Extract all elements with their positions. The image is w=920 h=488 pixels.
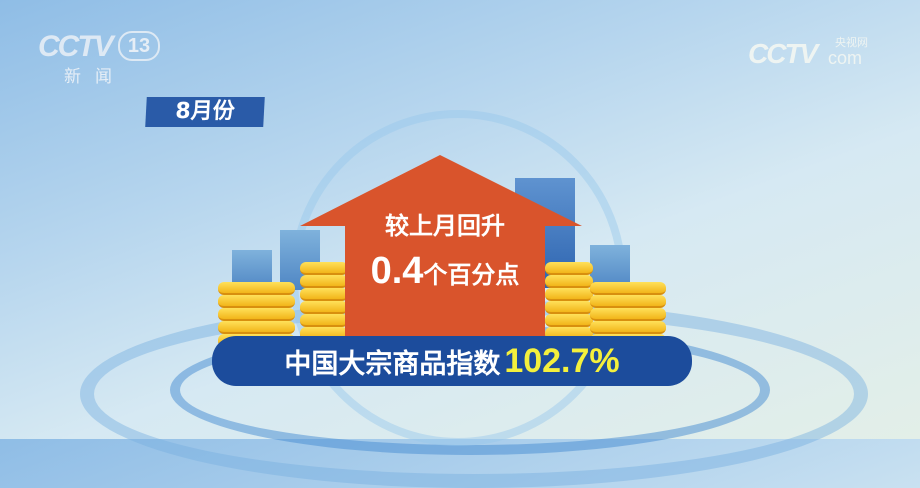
- cctv-com-watermark: CCTV: [748, 38, 818, 69]
- coin: [218, 282, 295, 295]
- coin: [590, 321, 666, 334]
- change-value: 0.4: [370, 250, 424, 292]
- channel-number: 13: [118, 31, 160, 61]
- change-unit: 个百分点: [423, 261, 520, 289]
- arrow-change: 0.4个百分点: [335, 250, 555, 293]
- cctv-logo: CCTV: [38, 30, 114, 63]
- coin: [300, 262, 348, 275]
- index-value: 102.7%: [504, 341, 620, 380]
- coin: [300, 314, 348, 327]
- coin: [545, 275, 593, 288]
- coin: [545, 262, 593, 275]
- up-arrow-icon: [300, 155, 582, 336]
- coin: [545, 288, 593, 301]
- coin: [218, 295, 295, 308]
- coin: [545, 301, 593, 314]
- watermark-cn: 央视网: [835, 36, 868, 49]
- coin: [218, 321, 295, 334]
- coin: [218, 308, 295, 321]
- coin: [545, 314, 593, 327]
- index-label: 中国大宗商品指数: [284, 348, 501, 380]
- coin: [590, 295, 666, 308]
- channel-subtitle: 新闻: [64, 67, 126, 87]
- coin: [300, 288, 348, 301]
- coin: [590, 282, 666, 295]
- watermark-domain: com: [828, 48, 863, 68]
- coin: [590, 308, 666, 321]
- index-bar: 中国大宗商品指数 102.7%: [212, 336, 692, 386]
- coin: [300, 301, 348, 314]
- arrow-caption: 较上月回升: [385, 212, 505, 240]
- coin: [300, 275, 348, 288]
